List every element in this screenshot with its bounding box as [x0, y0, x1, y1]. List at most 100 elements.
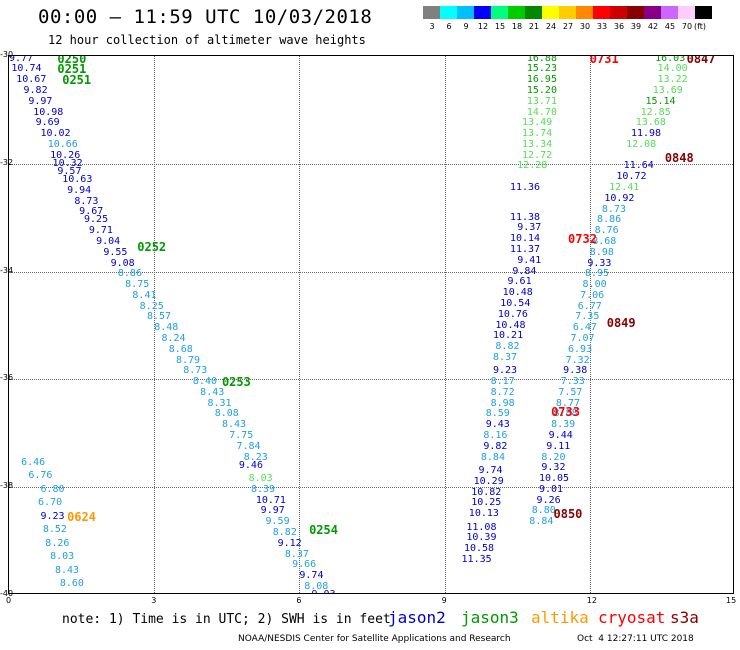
pass-time-label: 0624 — [67, 509, 96, 524]
wave-height-value: 8.37 — [284, 548, 309, 560]
wave-height-value: 11.37 — [509, 244, 541, 256]
legend-altika: altika — [531, 608, 589, 627]
grid-line-vertical — [589, 56, 591, 593]
wave-height-value: 16.88 — [526, 55, 557, 64]
colorbar-tick-label: 12 — [477, 22, 489, 31]
lon-tick-label: 12 — [586, 596, 597, 605]
wave-height-value: 8.43 — [54, 564, 80, 576]
wave-height-value: 8.48 — [154, 322, 179, 334]
wave-height-value: 6.77 — [577, 300, 602, 312]
wave-height-value: 9.12 — [277, 537, 302, 549]
wave-height-value: 10.76 — [497, 308, 528, 320]
wave-height-value: 10.48 — [502, 287, 533, 299]
pass-time-label: 0850 — [553, 507, 583, 522]
wave-height-value: 8.73 — [183, 365, 208, 377]
wave-height-value: 15.23 — [526, 63, 557, 75]
wave-height-value: 8.75 — [125, 279, 150, 291]
wave-height-value: 10.82 — [471, 486, 502, 498]
colorbar-tick-label: 27 — [562, 22, 574, 31]
wave-height-value: 16.03 — [655, 55, 686, 64]
wave-height-value: 10.66 — [47, 138, 78, 150]
wave-height-value: 8.43 — [200, 386, 225, 398]
colorbar-tick-label: 18 — [511, 22, 523, 31]
lat-tick-label: -30 — [0, 50, 14, 59]
wave-height-value: 10.02 — [40, 128, 71, 140]
wave-height-value: 7.33 — [560, 376, 585, 388]
wave-height-value: 8.72 — [490, 386, 515, 398]
wave-height-value: 10.25 — [471, 497, 502, 509]
lon-tick-label: 6 — [296, 596, 302, 605]
wave-height-value: 8.20 — [541, 451, 566, 463]
wave-height-value: 9.03 — [312, 590, 336, 594]
colorbar-swatch — [627, 6, 644, 19]
legend-cryosat: cryosat — [598, 608, 666, 627]
wave-height-value: 8.08 — [304, 580, 329, 592]
wave-height-value: 12.28 — [517, 160, 548, 172]
wave-height-value: 9.08 — [110, 257, 135, 269]
wave-height-value: 9.37 — [517, 222, 542, 234]
wave-height-value: 8.86 — [117, 268, 142, 280]
wave-height-value: 9.61 — [507, 276, 532, 288]
lat-tick-label: -38 — [0, 481, 14, 491]
colorbar-tick-label: 24 — [545, 22, 557, 31]
grid-line-horizontal — [9, 271, 733, 273]
wave-height-value: 8.03 — [50, 551, 75, 563]
colorbar-swatch — [559, 6, 576, 19]
source-credit: NOAA/NESDIS Center for Satellite Applica… — [238, 634, 511, 644]
wave-height-value: 9.23 — [493, 365, 518, 377]
wave-height-value: 8.08 — [214, 408, 239, 420]
wave-height-value: 10.67 — [16, 74, 47, 86]
wave-height-value: 9.01 — [538, 483, 564, 495]
pass-time-label: 0254 — [309, 523, 338, 538]
wave-height-value: 8.88 — [553, 408, 578, 420]
page-subtitle: 12 hour collection of altimeter wave hei… — [48, 33, 366, 47]
wave-height-value: 8.84 — [529, 516, 554, 528]
wave-height-value: 12.41 — [609, 182, 640, 194]
wave-height-value: 10.29 — [473, 475, 504, 487]
map-plot-area: 6.46 6.76 6.80 6.70 9.23 8.52 8.26 8.03 8.43 8.60… — [8, 55, 734, 594]
wave-height-value: 8.60 — [59, 578, 84, 590]
wave-height-value: 8.57 — [146, 311, 172, 323]
colorbar-swatch — [491, 6, 508, 19]
pass-time-label: 0732 — [568, 232, 597, 247]
colorbar-swatch — [440, 6, 457, 19]
lon-tick-label: 15 — [726, 596, 737, 605]
colorbar-swatch — [695, 6, 712, 19]
colorbar-swatch — [474, 6, 491, 19]
wave-height-value: 9.66 — [292, 559, 317, 571]
wave-height-value: 8.17 — [490, 376, 515, 388]
wave-height-value: 8.80 — [531, 505, 556, 517]
wave-height-value: 8.43 — [221, 419, 247, 431]
pass-time-label: 0250 — [57, 55, 87, 66]
colorbar-swatch — [644, 6, 661, 19]
wave-height-value: 9.11 — [546, 440, 571, 452]
colorbar-swatch — [576, 6, 593, 19]
colorbar-tick-label: 15 — [494, 22, 506, 31]
lat-tick-label: -34 — [0, 265, 14, 275]
wave-height-value: 13.22 — [657, 74, 688, 86]
wave-height-value: 12.85 — [640, 106, 671, 118]
wave-height-value: 10.72 — [616, 171, 647, 183]
wave-height-value: 9.97 — [260, 505, 285, 517]
legend-s3a: s3a — [670, 608, 699, 627]
wave-height-value: 8.52 — [42, 524, 67, 536]
wave-height-value: 10.71 — [255, 494, 286, 506]
colorbar-swatch — [661, 6, 678, 19]
wave-height-value: 8.03 — [248, 473, 273, 485]
wave-height-value: 8.73 — [601, 203, 626, 215]
colorbar-tick-label: 70 — [681, 22, 693, 31]
wave-height-value: 15.20 — [526, 85, 557, 97]
grid-line-vertical — [444, 56, 446, 593]
wave-height-value: 10.74 — [11, 63, 42, 75]
wave-height-value: 9.41 — [517, 254, 542, 266]
wave-height-value: 8.73 — [74, 195, 99, 207]
wave-height-value: 9.32 — [541, 462, 566, 474]
wave-height-value: 8.40 — [192, 376, 217, 388]
wave-height-value: 11.36 — [509, 182, 541, 194]
wave-height-value: 9.46 — [238, 459, 263, 471]
wave-height-value: 8.23 — [243, 451, 268, 463]
colorbar-tick-label: 3 — [429, 22, 435, 31]
wave-height-value: 12.72 — [522, 149, 553, 161]
wave-height-value: 13.71 — [526, 95, 557, 107]
wave-height-value: 9.23 — [40, 510, 65, 522]
